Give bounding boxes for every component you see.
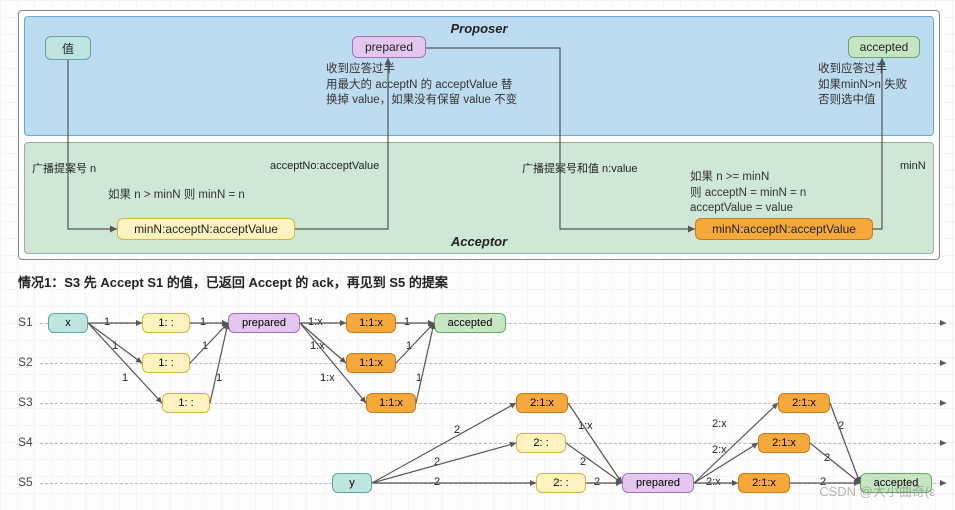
proposer-title: Proposer: [450, 21, 507, 36]
edgelbl-l4: minN: [900, 160, 926, 172]
node-a1: 1: :: [142, 313, 190, 333]
section-title: 情况1：S3 先 Accept S1 的值，已返回 Accept 的 ack，再…: [18, 272, 448, 291]
node-x: x: [48, 313, 88, 333]
node-a3: 1: :: [162, 393, 210, 413]
tl-lbl-j3: 2:x: [712, 418, 727, 430]
timeline-S4: [40, 443, 946, 444]
timeline-S5: [40, 483, 946, 484]
watermark: CSDN @大小曲奇(ε: [819, 481, 935, 500]
node-p1: prepared: [228, 313, 300, 333]
node-b1: 1:1:x: [346, 313, 396, 333]
tl-lbl-k3: 2: [838, 420, 844, 432]
top-box-value: 值: [45, 36, 91, 60]
node-c4: 2: :: [516, 433, 566, 453]
note-right_rule: 如果 n >= minN 则 acceptN = minN = n accept…: [690, 170, 806, 217]
tl-lbl-r2: 1: [202, 340, 208, 352]
edgelbl-l3: 广播提案号和值 n:value: [522, 160, 638, 176]
tl-lbl-f2: 1:x: [310, 340, 325, 352]
rowlabel-S5: S5: [18, 475, 33, 489]
rowlabel-S1: S1: [18, 315, 33, 329]
tl-lbl-j5: 2:x: [706, 476, 721, 488]
tl-lbl-g2: 1: [406, 340, 412, 352]
node-d4: 2:1:x: [758, 433, 810, 453]
tl-lbl-h5: 2: [434, 476, 440, 488]
tl-lbl-r3: 1: [216, 372, 222, 384]
node-d5: 2:1:x: [738, 473, 790, 493]
node-y: y: [332, 473, 372, 493]
rowlabel-S2: S2: [18, 355, 33, 369]
top-box-min1: minN:acceptN:acceptValue: [117, 218, 295, 240]
rowlabel-S4: S4: [18, 435, 33, 449]
top-box-accepted: accepted: [848, 36, 920, 58]
node-ac1: accepted: [434, 313, 506, 333]
tl-lbl-f3: 1:x: [320, 372, 335, 384]
tl-lbl-i4: 2: [580, 456, 586, 468]
acceptor-title: Acceptor: [451, 234, 507, 249]
tl-lbl-e1: 1: [104, 316, 110, 328]
tl-lbl-r1: 1: [200, 316, 206, 328]
tl-lbl-f1: 1:x: [308, 316, 323, 328]
note-left_rule: 如果 n > minN 则 minN = n: [108, 188, 245, 204]
edgelbl-l1: 广播提案号 n: [32, 160, 96, 176]
tl-lbl-i5: 2: [594, 476, 600, 488]
tl-lbl-h3: 2: [454, 424, 460, 436]
node-p5: prepared: [622, 473, 694, 493]
node-b2: 1:1:x: [346, 353, 396, 373]
tl-lbl-g3: 1: [416, 372, 422, 384]
top-box-prepared: prepared: [352, 36, 426, 58]
tl-lbl-g1: 1: [404, 316, 410, 328]
edgelbl-l2: acceptNo:acceptValue: [270, 160, 379, 172]
rowlabel-S3: S3: [18, 395, 33, 409]
node-a2: 1: :: [142, 353, 190, 373]
node-c3: 2:1:x: [516, 393, 568, 413]
node-b3: 1:1:x: [366, 393, 416, 413]
tl-lbl-e3: 1: [122, 372, 128, 384]
node-c5: 2: :: [536, 473, 586, 493]
node-d3: 2:1:x: [778, 393, 830, 413]
tl-lbl-h4: 2: [434, 456, 440, 468]
tl-lbl-i3: 1:x: [578, 420, 593, 432]
tl-lbl-k4: 2: [824, 452, 830, 464]
tl-lbl-e2: 1: [112, 340, 118, 352]
tl-lbl-j4: 2:x: [712, 444, 727, 456]
top-box-min2: minN:acceptN:acceptValue: [695, 218, 873, 240]
note-acc_note: 收到应答过半 如果minN>n 失败 否则选中值: [818, 62, 907, 109]
note-prep_note: 收到应答过半 用最大的 acceptN 的 acceptValue 替 换掉 v…: [326, 62, 517, 109]
